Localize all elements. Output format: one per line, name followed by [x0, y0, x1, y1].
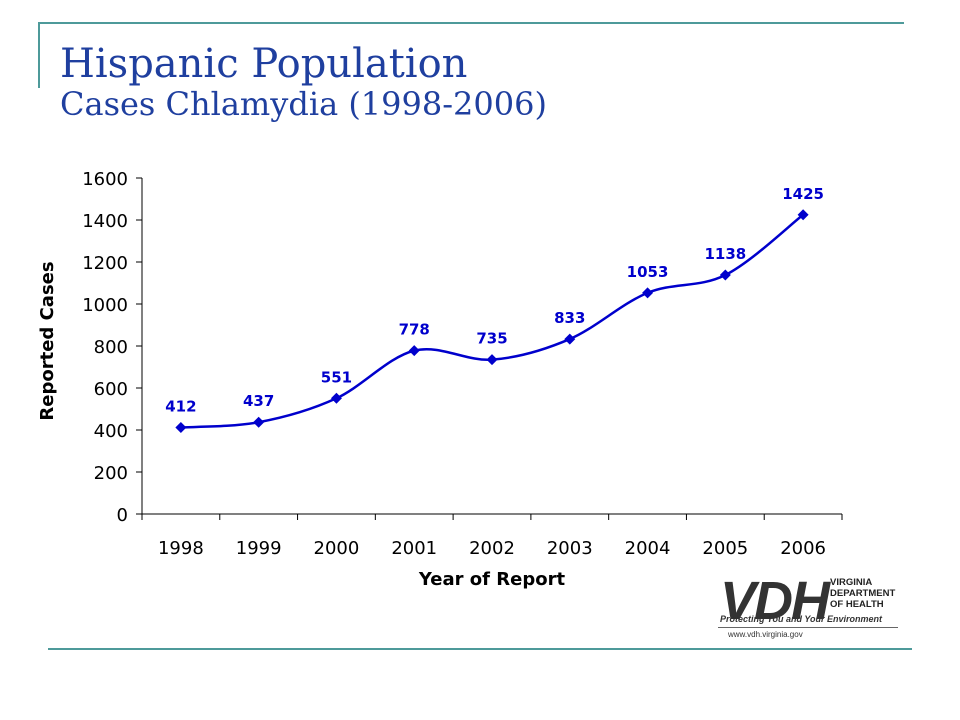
data-label: 833 [554, 309, 585, 327]
data-point-marker [486, 354, 498, 366]
title-main: Hispanic Population [60, 41, 468, 87]
y-tick-labels: 0 200 400 600 800 1000 1200 1400 1600 [82, 169, 128, 526]
data-point-marker [408, 345, 420, 357]
x-tick-label: 2000 [314, 538, 360, 559]
x-tick-label: 2003 [547, 538, 593, 559]
y-tick-label: 400 [94, 421, 128, 442]
data-label: 412 [165, 397, 196, 415]
chart-axes [136, 177, 843, 520]
y-tick-label: 1400 [82, 211, 128, 232]
series-markers [175, 209, 809, 433]
logo-divider [718, 627, 898, 628]
logo-tagline: Protecting You and Your Environment [720, 614, 883, 624]
logo-org-line: VIRGINIA [830, 577, 873, 588]
logo-org-line: DEPARTMENT [830, 588, 896, 599]
x-tick-label: 1999 [236, 538, 282, 559]
data-point-marker [719, 269, 731, 281]
slide-frame-top [40, 22, 904, 24]
logo-org-name: VIRGINIA DEPARTMENT OF HEALTH [830, 577, 910, 610]
data-point-marker [253, 416, 265, 428]
x-axis-label: Year of Report [418, 569, 566, 590]
vdh-logo: VDH VIRGINIA DEPARTMENT OF HEALTH Protec… [718, 574, 908, 644]
x-tick-label: 2001 [391, 538, 437, 559]
x-tick-label: 2004 [625, 538, 671, 559]
x-tick-label: 2002 [469, 538, 515, 559]
y-tick-label: 600 [94, 379, 128, 400]
y-tick-label: 200 [94, 463, 128, 484]
slide-title: Hispanic Population Cases Chlamydia (199… [60, 42, 547, 123]
y-tick-label: 0 [117, 505, 128, 526]
logo-url: www.vdh.virginia.gov [728, 630, 803, 639]
y-tick-label: 1000 [82, 295, 128, 316]
x-tick-label: 2005 [702, 538, 748, 559]
data-label: 1053 [627, 263, 669, 281]
data-label: 778 [399, 321, 430, 339]
slide-frame-left [38, 22, 40, 88]
data-label: 735 [476, 330, 507, 348]
data-point-marker [797, 209, 809, 221]
data-point-marker [175, 421, 187, 433]
slide-frame-bottom [48, 648, 912, 650]
x-tick-label: 1998 [158, 538, 204, 559]
data-label: 437 [243, 392, 274, 410]
title-subtitle: Cases Chlamydia (1998-2006) [60, 84, 547, 123]
y-tick-label: 1200 [82, 253, 128, 274]
y-axis-label: Reported Cases [37, 261, 58, 420]
data-label: 551 [321, 368, 352, 386]
data-point-marker [564, 333, 576, 345]
data-point-marker [330, 392, 342, 404]
data-label: 1425 [782, 185, 824, 203]
logo-mark: VDH [720, 571, 830, 631]
data-labels: 412 437 551 778 735 833 1053 1138 1425 [165, 185, 824, 416]
data-point-marker [642, 287, 654, 299]
x-tick-label: 2006 [780, 538, 826, 559]
y-tick-label: 1600 [82, 169, 128, 190]
y-tick-label: 800 [94, 337, 128, 358]
logo-org-line: OF HEALTH [830, 599, 884, 610]
data-label: 1138 [704, 245, 746, 263]
x-tick-labels: 1998 1999 2000 2001 2002 2003 2004 2005 2006 [158, 538, 826, 559]
